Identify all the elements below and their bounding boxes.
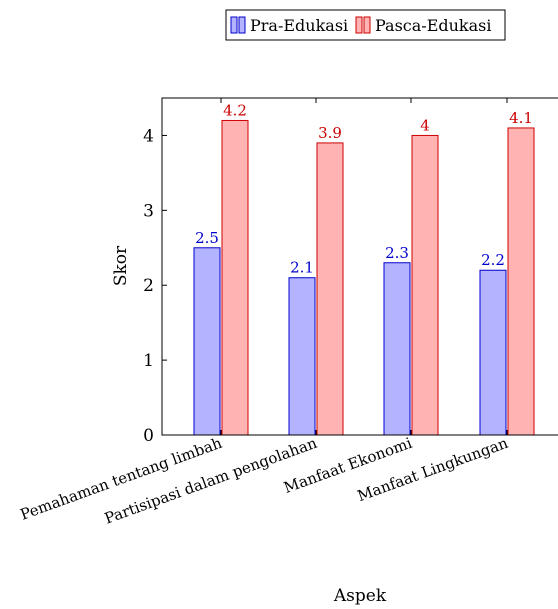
bar-value-label: 2.2 [481, 251, 505, 269]
bar-pasca-edukasi [316, 142, 344, 436]
y-tick-label: 4 [143, 126, 154, 146]
y-tick-label: 1 [143, 351, 154, 371]
plot-frame [161, 97, 558, 436]
bar-pra-edukasi [193, 247, 221, 436]
bar-value-label: 2.1 [290, 259, 314, 277]
legend-swatch [238, 16, 246, 34]
axes-layer [161, 97, 558, 436]
bar-value-label: 2.5 [195, 229, 219, 247]
y-axis-title: Skor [111, 245, 131, 286]
bar-pra-edukasi [479, 269, 507, 436]
bar-pra-edukasi [288, 277, 316, 436]
bar-pasca-edukasi [411, 134, 439, 436]
bar-value-label: 2.3 [385, 244, 409, 262]
bar-value-label: 4 [420, 116, 430, 134]
x-axis-title: Aspek [333, 586, 387, 606]
legend-label: Pra-Edukasi [250, 16, 348, 35]
bar-value-label: 3.9 [318, 124, 342, 142]
legend-swatch [230, 16, 238, 34]
bar-value-label: 4.2 [223, 101, 247, 119]
bar-pasca-edukasi [221, 119, 249, 436]
legend-swatch [355, 16, 363, 34]
bars-layer [193, 119, 535, 436]
y-tick-label: 3 [143, 201, 154, 221]
legend-swatch [363, 16, 371, 34]
legend-label: Pasca-Edukasi [375, 16, 492, 35]
legend: Pra-Edukasi Pasca-Edukasi [225, 9, 506, 41]
y-tick-label: 0 [143, 426, 154, 446]
bar-pasca-edukasi [507, 127, 535, 436]
bar-value-label: 4.1 [509, 109, 533, 127]
bar-pra-edukasi [383, 262, 411, 436]
y-tick-label: 2 [143, 276, 154, 296]
